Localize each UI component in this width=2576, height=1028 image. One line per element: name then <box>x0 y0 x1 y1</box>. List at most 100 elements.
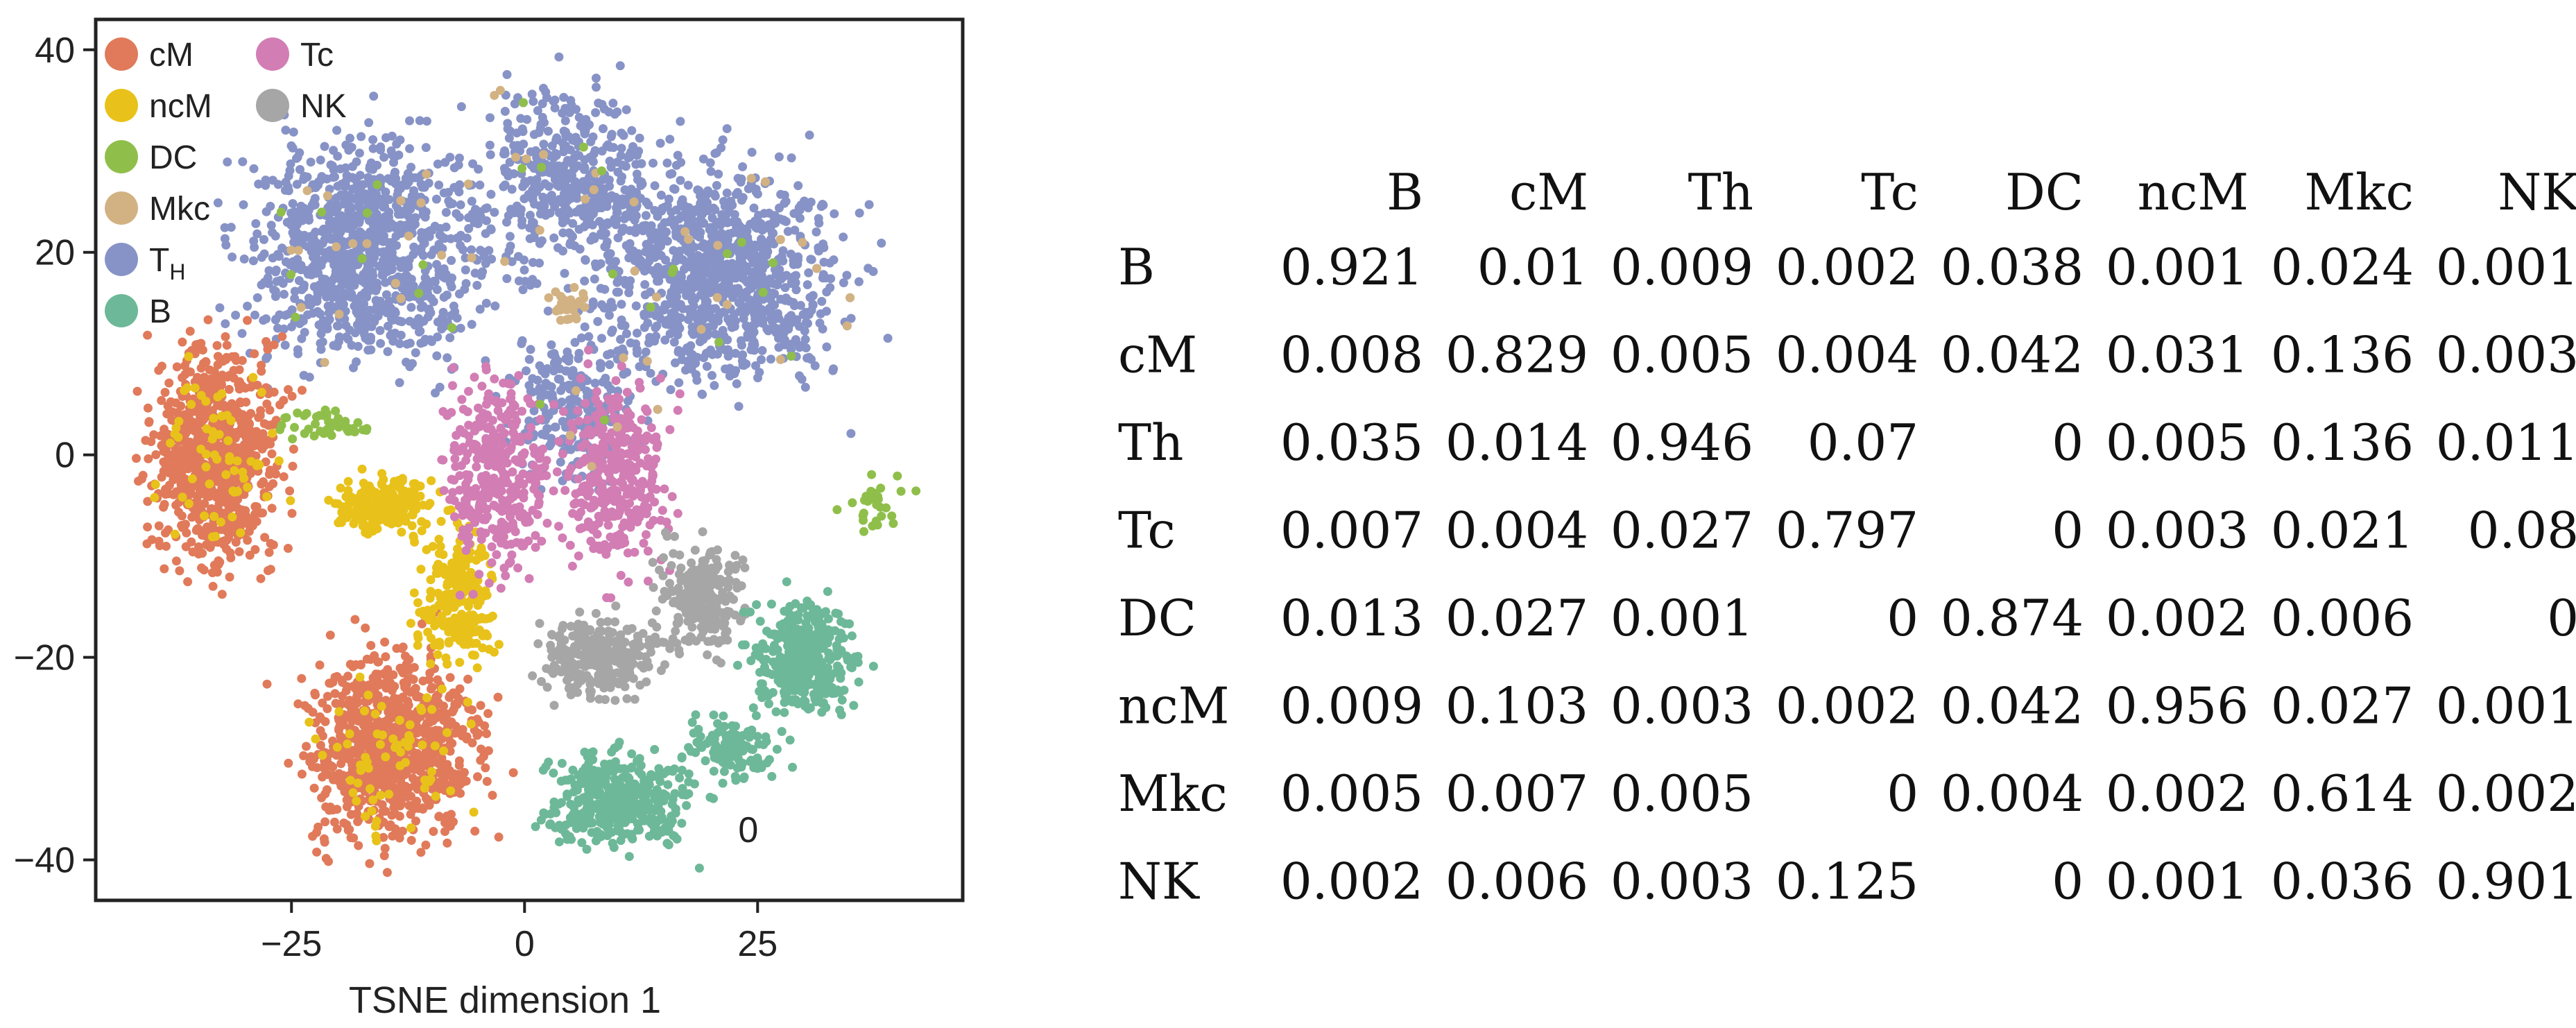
data-point <box>502 274 512 284</box>
data-point <box>470 205 480 214</box>
data-point <box>424 178 433 188</box>
data-point <box>283 544 293 553</box>
data-point <box>749 203 759 213</box>
data-point <box>606 142 615 152</box>
data-point <box>467 196 476 206</box>
data-point <box>418 500 428 510</box>
data-point <box>766 295 775 305</box>
data-point <box>309 783 319 793</box>
data-point <box>790 225 800 235</box>
data-point <box>267 504 277 513</box>
data-point <box>617 144 626 153</box>
data-point <box>543 424 552 434</box>
data-point <box>341 163 350 173</box>
data-point <box>671 293 680 303</box>
data-point <box>590 274 599 284</box>
data-point <box>397 705 406 714</box>
data-point <box>780 198 789 208</box>
data-point <box>172 362 182 372</box>
data-point <box>384 195 394 205</box>
data-point <box>640 290 650 300</box>
data-point <box>370 240 379 250</box>
data-point <box>507 185 517 194</box>
data-point <box>712 148 721 157</box>
data-point <box>217 380 226 389</box>
data-point <box>487 542 497 551</box>
data-point <box>357 742 367 751</box>
data-point <box>805 130 814 140</box>
data-point <box>409 507 418 516</box>
data-point <box>239 200 248 209</box>
data-point <box>336 190 346 200</box>
data-point <box>519 479 529 489</box>
data-point <box>368 135 378 144</box>
data-point <box>409 250 418 259</box>
data-point <box>795 214 805 223</box>
data-point <box>347 341 357 350</box>
data-point <box>137 474 146 483</box>
data-point <box>620 275 630 285</box>
data-point <box>151 450 161 459</box>
data-point <box>451 721 461 731</box>
data-point <box>324 857 333 866</box>
data-point <box>558 246 567 256</box>
data-point <box>379 153 389 162</box>
data-point <box>327 761 336 771</box>
data-point <box>354 841 363 850</box>
data-point <box>485 140 495 150</box>
data-point <box>200 526 210 536</box>
data-point <box>612 277 622 287</box>
data-point <box>632 169 642 179</box>
data-point <box>786 249 796 259</box>
data-point <box>259 234 268 244</box>
data-point <box>558 417 567 426</box>
data-point <box>488 791 497 800</box>
data-point <box>486 189 496 199</box>
data-point <box>346 268 356 277</box>
data-point <box>633 348 642 358</box>
data-point <box>231 310 241 320</box>
data-point <box>296 265 306 275</box>
data-point <box>549 233 559 243</box>
data-point <box>439 486 449 495</box>
data-point <box>723 288 733 298</box>
data-point <box>396 797 406 807</box>
data-point <box>323 318 332 327</box>
data-point <box>457 395 467 404</box>
data-point <box>662 158 672 168</box>
data-point <box>409 242 419 252</box>
data-point <box>716 259 726 268</box>
data-point <box>631 339 641 349</box>
data-point <box>205 365 214 375</box>
data-point <box>716 228 726 238</box>
data-point <box>464 224 474 233</box>
data-point <box>456 613 466 623</box>
data-point <box>400 770 409 780</box>
data-point <box>703 259 712 268</box>
data-point <box>738 162 748 171</box>
data-point <box>414 755 424 764</box>
data-point <box>612 107 622 117</box>
data-point <box>380 637 390 647</box>
data-point <box>789 301 799 311</box>
data-point <box>378 722 388 732</box>
data-point <box>855 208 864 218</box>
data-point <box>222 341 232 350</box>
data-point <box>267 420 277 429</box>
data-point <box>830 209 839 219</box>
data-point <box>558 228 568 238</box>
data-point <box>504 211 513 221</box>
data-point <box>440 617 449 626</box>
data-point <box>463 674 473 684</box>
data-point <box>506 388 516 398</box>
data-point <box>307 247 316 257</box>
data-point <box>619 370 628 379</box>
data-point <box>349 363 358 372</box>
data-point <box>519 139 529 149</box>
data-point <box>334 332 344 342</box>
data-point <box>322 248 332 257</box>
data-point <box>436 517 446 526</box>
data-point <box>287 508 297 518</box>
data-point <box>693 251 703 260</box>
data-point <box>815 318 825 328</box>
